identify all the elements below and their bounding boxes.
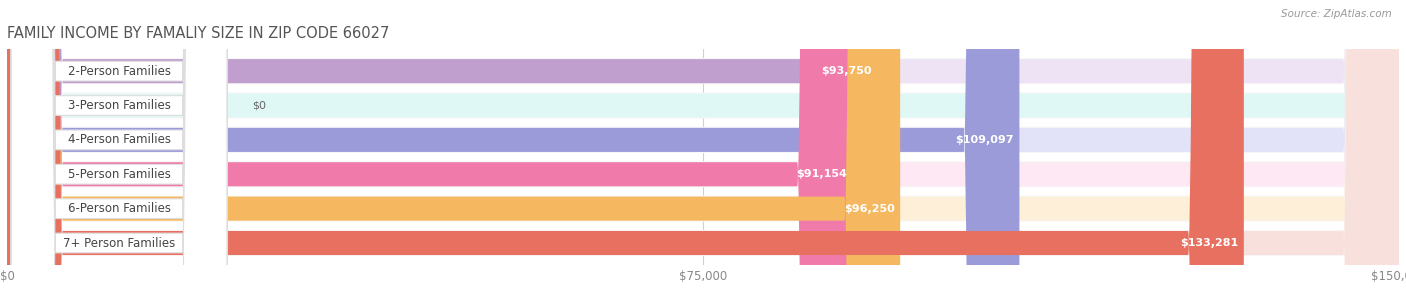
Text: 5-Person Families: 5-Person Families (67, 168, 170, 181)
Text: $91,154: $91,154 (796, 169, 848, 179)
FancyBboxPatch shape (7, 0, 1399, 305)
Text: 6-Person Families: 6-Person Families (67, 202, 170, 215)
Text: $109,097: $109,097 (955, 135, 1014, 145)
FancyBboxPatch shape (7, 0, 1399, 305)
Text: FAMILY INCOME BY FAMALIY SIZE IN ZIP CODE 66027: FAMILY INCOME BY FAMALIY SIZE IN ZIP COD… (7, 26, 389, 41)
FancyBboxPatch shape (7, 0, 900, 305)
FancyBboxPatch shape (7, 0, 1244, 305)
Text: $93,750: $93,750 (821, 66, 872, 76)
FancyBboxPatch shape (7, 0, 1399, 305)
FancyBboxPatch shape (11, 0, 226, 305)
FancyBboxPatch shape (7, 0, 1399, 305)
FancyBboxPatch shape (7, 0, 877, 305)
Text: 3-Person Families: 3-Person Families (67, 99, 170, 112)
FancyBboxPatch shape (11, 0, 226, 305)
FancyBboxPatch shape (7, 0, 1399, 305)
FancyBboxPatch shape (7, 0, 1399, 305)
Text: $96,250: $96,250 (844, 204, 894, 213)
FancyBboxPatch shape (7, 0, 1399, 305)
Text: $133,281: $133,281 (1180, 238, 1239, 248)
FancyBboxPatch shape (7, 0, 1399, 305)
FancyBboxPatch shape (7, 0, 1399, 305)
FancyBboxPatch shape (11, 0, 226, 305)
FancyBboxPatch shape (7, 0, 1399, 305)
Text: 2-Person Families: 2-Person Families (67, 65, 170, 78)
FancyBboxPatch shape (7, 0, 1019, 305)
Text: Source: ZipAtlas.com: Source: ZipAtlas.com (1281, 9, 1392, 19)
FancyBboxPatch shape (11, 0, 226, 305)
FancyBboxPatch shape (11, 0, 226, 305)
Text: $0: $0 (252, 101, 266, 110)
Text: 4-Person Families: 4-Person Families (67, 133, 170, 146)
Text: 7+ Person Families: 7+ Person Families (63, 236, 176, 249)
FancyBboxPatch shape (7, 0, 853, 305)
FancyBboxPatch shape (7, 0, 1399, 305)
FancyBboxPatch shape (7, 0, 1399, 305)
FancyBboxPatch shape (11, 0, 226, 305)
